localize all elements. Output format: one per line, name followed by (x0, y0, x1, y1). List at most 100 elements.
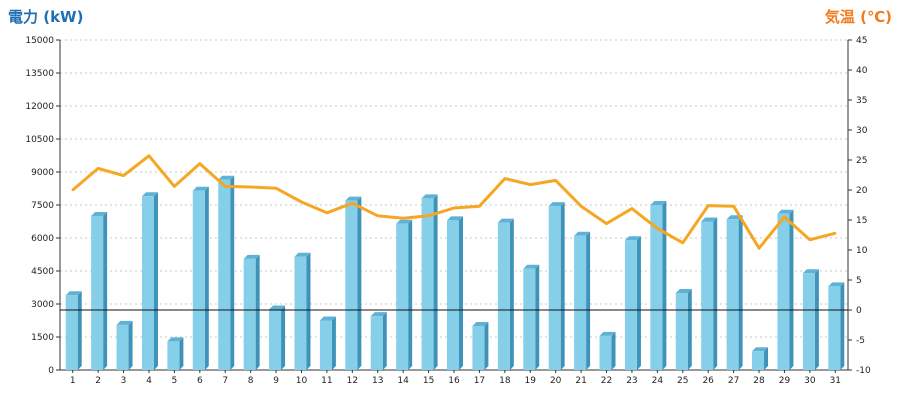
bar-top (243, 254, 260, 259)
temperature-point-17 (478, 205, 481, 208)
bar-top (192, 186, 209, 191)
right-tick-label: 20 (856, 186, 868, 196)
left-tick-label: 15000 (25, 36, 54, 46)
bar-side (560, 202, 565, 370)
bar-top (624, 236, 641, 241)
temperature-point-20 (554, 179, 557, 182)
bar-side (840, 282, 845, 370)
x-tick-label: 27 (728, 376, 739, 386)
temperature-point-12 (351, 202, 354, 205)
bar-31 (828, 282, 845, 370)
temperature-point-22 (605, 222, 608, 225)
temperature-point-9 (274, 187, 278, 190)
bar-front (345, 200, 358, 370)
x-tick-label: 25 (677, 376, 688, 386)
left-tick-label: 1500 (31, 333, 54, 343)
x-tick-label: 28 (753, 376, 765, 386)
bar-front (650, 205, 663, 370)
bar-side (586, 231, 591, 370)
x-tick-label: 13 (372, 376, 383, 386)
temperature-point-27 (732, 205, 735, 208)
bar-side (713, 217, 718, 370)
bar-top (802, 269, 819, 274)
x-tick-label: 5 (172, 376, 178, 386)
bar-front (675, 293, 688, 370)
bar-front (828, 286, 841, 370)
left-tick-label: 12000 (25, 102, 54, 112)
x-tick-label: 21 (575, 376, 586, 386)
bar-2 (91, 212, 108, 370)
x-tick-label: 29 (779, 376, 791, 386)
bar-front (624, 240, 637, 370)
bar-side (662, 201, 667, 370)
right-tick-label: 0 (856, 306, 862, 316)
bar-top (396, 219, 413, 224)
bar-13 (370, 312, 387, 370)
x-tick-label: 15 (423, 376, 434, 386)
x-tick-label: 10 (296, 376, 308, 386)
right-tick-label: 10 (856, 246, 868, 256)
temperature-point-19 (529, 183, 532, 186)
temperature-point-14 (401, 217, 405, 220)
bar-front (599, 335, 612, 370)
x-tick-label: 8 (248, 376, 254, 386)
right-tick-label: 35 (856, 96, 867, 106)
bar-side (128, 320, 133, 370)
x-tick-label: 3 (121, 376, 127, 386)
bar-6 (192, 186, 209, 370)
bar-top (319, 316, 336, 321)
bar-25 (675, 289, 692, 370)
bar-side (204, 186, 209, 370)
bar-front (548, 206, 561, 370)
x-tick-label: 12 (347, 376, 358, 386)
bar-21 (574, 231, 591, 370)
bar-side (636, 236, 641, 370)
bar-14 (396, 219, 413, 370)
x-tick-label: 16 (448, 376, 460, 386)
left-tick-label: 0 (48, 366, 54, 376)
bar-top (218, 175, 235, 180)
bar-10 (294, 252, 311, 370)
bar-28 (752, 347, 769, 370)
x-tick-label: 2 (95, 376, 101, 386)
x-tick-label: 9 (273, 376, 279, 386)
bar-side (179, 337, 184, 370)
bar-front (65, 295, 78, 370)
bar-22 (599, 331, 616, 370)
bar-front (91, 216, 104, 370)
bar-side (153, 192, 158, 370)
temperature-point-15 (427, 214, 430, 217)
bar-front (294, 256, 307, 370)
bar-front (370, 316, 383, 370)
bar-29 (777, 209, 794, 370)
bar-3 (116, 320, 133, 370)
x-tick-label: 26 (702, 376, 714, 386)
bar-front (218, 179, 231, 370)
bar-front (116, 324, 129, 370)
bar-front (726, 219, 739, 370)
temperature-point-25 (681, 241, 684, 244)
right-axis-title: 気温 (℃) (824, 8, 892, 26)
left-tick-label: 13500 (25, 69, 54, 79)
temperature-point-1 (71, 188, 74, 192)
temperature-point-21 (579, 205, 583, 208)
temperature-point-24 (656, 227, 659, 230)
temperature-point-11 (325, 211, 329, 214)
bar-front (472, 326, 485, 370)
x-tick-label: 7 (222, 376, 228, 386)
bar-side (687, 289, 692, 370)
temperature-point-28 (757, 247, 761, 250)
bar-12 (345, 196, 362, 370)
bar-top (701, 217, 718, 222)
right-tick-label: 40 (856, 66, 868, 76)
bar-top (574, 231, 591, 236)
bar-front (192, 190, 205, 370)
right-tick-label: -10 (856, 366, 871, 376)
bar-side (357, 196, 362, 370)
bar-front (523, 268, 536, 370)
bar-8 (243, 254, 260, 370)
left-tick-label: 4500 (31, 267, 54, 277)
bar-front (802, 273, 815, 370)
bar-front (752, 351, 765, 370)
